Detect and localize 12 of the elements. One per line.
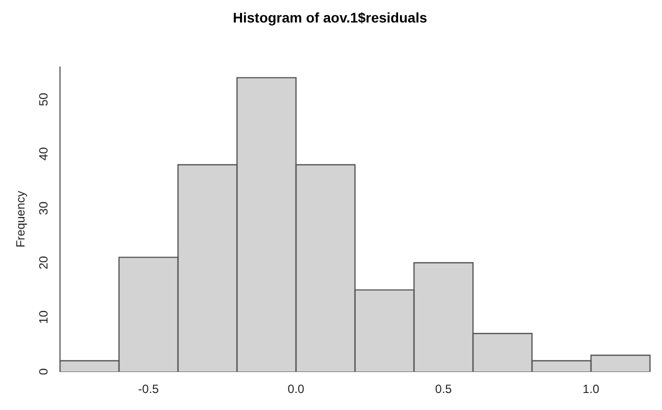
- x-tick-label: -0.5: [138, 382, 160, 396]
- y-tick-label: 50: [36, 92, 50, 106]
- x-tick-label: 0.0: [288, 382, 305, 396]
- chart-title: Histogram of aov.1$residuals: [232, 9, 428, 26]
- x-tick-label: 1.0: [582, 382, 600, 396]
- y-tick-label: 20: [36, 256, 50, 270]
- y-tick-label: 10: [36, 310, 50, 324]
- y-tick-label: 40: [36, 146, 50, 161]
- x-tick-label: 0.5: [435, 382, 452, 396]
- y-tick-label: 30: [36, 201, 50, 215]
- y-tick-label: 0: [36, 368, 50, 375]
- y-axis-title: Frequency: [14, 190, 28, 248]
